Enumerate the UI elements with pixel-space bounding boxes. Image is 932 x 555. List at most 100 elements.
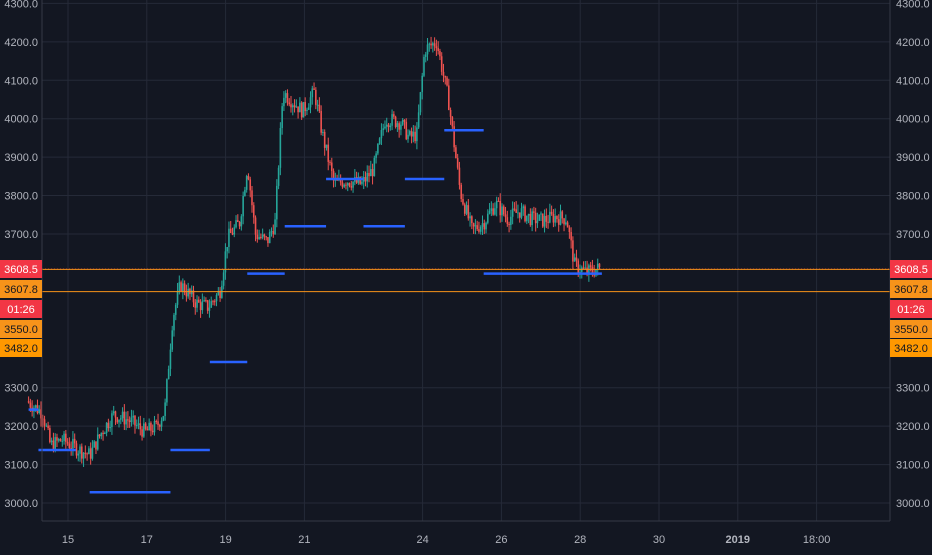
y-tick-label-left: 4200.0 xyxy=(4,37,38,49)
candle-body xyxy=(238,221,241,227)
price-badge-right-label: 3550.0 xyxy=(894,324,928,336)
candle-body xyxy=(322,132,324,134)
candle-body xyxy=(352,181,354,188)
candle-body xyxy=(515,209,517,213)
candle-body xyxy=(506,217,509,224)
candle-body xyxy=(299,102,301,113)
candle-body xyxy=(144,423,147,429)
price-badge-right xyxy=(890,300,932,318)
candle-body xyxy=(226,246,228,252)
candle-body xyxy=(467,205,470,219)
candle-body xyxy=(196,299,198,308)
candle-body xyxy=(350,186,353,188)
candle-body xyxy=(524,206,526,222)
candle-body xyxy=(442,71,445,76)
y-tick-label-right: 3300.0 xyxy=(896,383,930,395)
y-tick-label-right: 3800.0 xyxy=(896,191,930,203)
y-tick-label-right: 4200.0 xyxy=(896,37,930,49)
candle-body xyxy=(410,131,413,137)
candle-body xyxy=(212,301,214,303)
y-tick-label-right: 3900.0 xyxy=(896,152,930,164)
candle-body xyxy=(510,216,512,225)
candle-body xyxy=(40,409,42,419)
candle-body xyxy=(252,205,255,218)
candle-body xyxy=(65,433,67,442)
candle-body xyxy=(536,220,539,224)
candle-body xyxy=(485,222,487,230)
horizontal-segments xyxy=(28,128,602,494)
price-badge-right xyxy=(890,260,932,278)
candle-body xyxy=(565,222,567,225)
candle-body xyxy=(263,234,266,237)
candle-body xyxy=(417,112,420,128)
candle-body xyxy=(316,104,319,106)
price-badge-left-label: 01:26 xyxy=(7,304,35,316)
candle-body xyxy=(86,453,88,455)
candle-body xyxy=(45,425,48,427)
candle-body xyxy=(398,123,400,130)
candle-body xyxy=(343,184,345,187)
candle-body xyxy=(49,428,51,443)
x-axis[interactable]: 15 17 19 21 24 26 28 30 2019 18:00 xyxy=(42,520,890,546)
candle-body xyxy=(245,176,248,190)
candle-body xyxy=(396,123,399,127)
candle-body xyxy=(329,161,331,163)
candle-body xyxy=(295,106,298,108)
y-axis-right[interactable]: 3000.0 3100.0 3200.0 3300.0 3700.0 3800.0 3900… xyxy=(889,0,930,521)
candle-body xyxy=(247,176,250,180)
candle-body xyxy=(128,420,131,422)
candle-body xyxy=(320,111,322,133)
candle-body xyxy=(217,291,220,295)
candle-body xyxy=(589,265,592,267)
price-badge-left-label: 3608.5 xyxy=(4,264,38,276)
candle-body xyxy=(455,147,457,159)
candle-body xyxy=(446,77,448,86)
candle-body xyxy=(572,240,574,262)
candle-body xyxy=(394,116,397,127)
price-badge-right-label: 3608.5 xyxy=(894,264,928,276)
candle-body xyxy=(151,430,154,433)
candle-body xyxy=(584,267,587,269)
candle-body xyxy=(293,105,296,108)
candle-body xyxy=(449,110,452,117)
candle-body xyxy=(123,411,126,425)
candle-body xyxy=(215,294,218,302)
candle-body xyxy=(240,216,243,227)
candle-body xyxy=(430,43,432,46)
candle-body xyxy=(91,447,94,459)
candle-body xyxy=(332,170,335,181)
y-tick-label-left: 4100.0 xyxy=(4,75,38,87)
y-tick-label-right: 4000.0 xyxy=(896,114,930,126)
candle-body xyxy=(29,402,32,408)
candle-body xyxy=(465,205,468,214)
candle-body xyxy=(169,349,172,369)
candle-body xyxy=(403,119,406,122)
candle-body xyxy=(596,263,599,270)
candle-body xyxy=(483,223,486,230)
candle-body xyxy=(119,418,122,420)
candle-body xyxy=(348,183,351,187)
x-tick-label: 2019 xyxy=(726,534,750,546)
price-badge-left-label: 3607.8 xyxy=(4,284,38,296)
candle-body xyxy=(272,231,275,235)
x-tick-label: 17 xyxy=(141,534,153,546)
candle-body xyxy=(423,56,425,76)
candle-body xyxy=(529,213,532,226)
candle-body xyxy=(375,153,377,158)
candle-body xyxy=(311,88,314,98)
candle-body xyxy=(141,429,143,437)
candle-body xyxy=(164,402,166,417)
candle-body xyxy=(208,307,211,311)
candle-body xyxy=(155,421,158,423)
candle-body xyxy=(104,432,106,435)
candle-body xyxy=(393,114,395,117)
candle-body xyxy=(66,441,69,444)
candle-body xyxy=(160,420,163,427)
price-badge-left-label: 3482.0 xyxy=(4,343,38,355)
candle-body xyxy=(256,234,259,240)
candle-body xyxy=(462,198,464,205)
candle-body xyxy=(102,432,104,435)
